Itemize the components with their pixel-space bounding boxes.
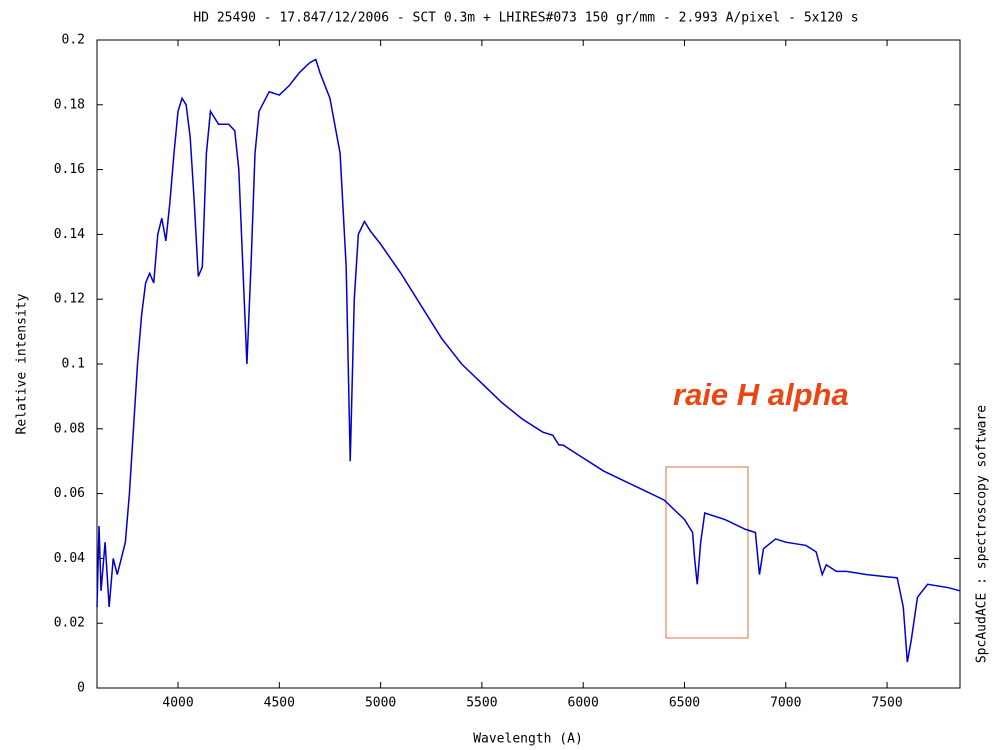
x-tick-label: 4500 [264,696,295,711]
annotation: raie H alpha [673,377,849,412]
y-tick-label: 0.06 [54,486,85,501]
y-tick-label: 0.1 [62,357,85,372]
y-tick-label: 0 [77,681,85,696]
x-tick-label: 7500 [871,696,902,711]
y-tick-label: 0.12 [54,292,85,307]
x-tick-label: 6000 [568,696,599,711]
y-axis-label: Relative intensity [15,293,30,434]
y-tick-label: 0.02 [54,616,85,631]
x-axis-label: Wavelength (A) [473,732,583,747]
y-tick-label: 0.14 [54,227,85,242]
x-tick-label: 7000 [770,696,801,711]
side-text: SpcAudACE : spectroscopy software [975,405,990,663]
y-tick-label: 0.18 [54,97,85,112]
spectrum-line [96,58,961,663]
y-tick-label: 0.2 [62,33,85,48]
x-tick-label: 4000 [162,696,193,711]
y-tick-label: 0.16 [54,162,85,177]
x-tick-label: 5500 [466,696,497,711]
y-tick-label: 0.08 [54,421,85,436]
chart-title: HD 25490 - 17.847/12/2006 - SCT 0.3m + L… [193,11,858,26]
annotation-box [665,466,749,639]
plot-frame [96,39,961,689]
x-tick-label: 6500 [669,696,700,711]
y-tick-label: 0.04 [54,551,85,566]
x-tick-label: 5000 [365,696,396,711]
